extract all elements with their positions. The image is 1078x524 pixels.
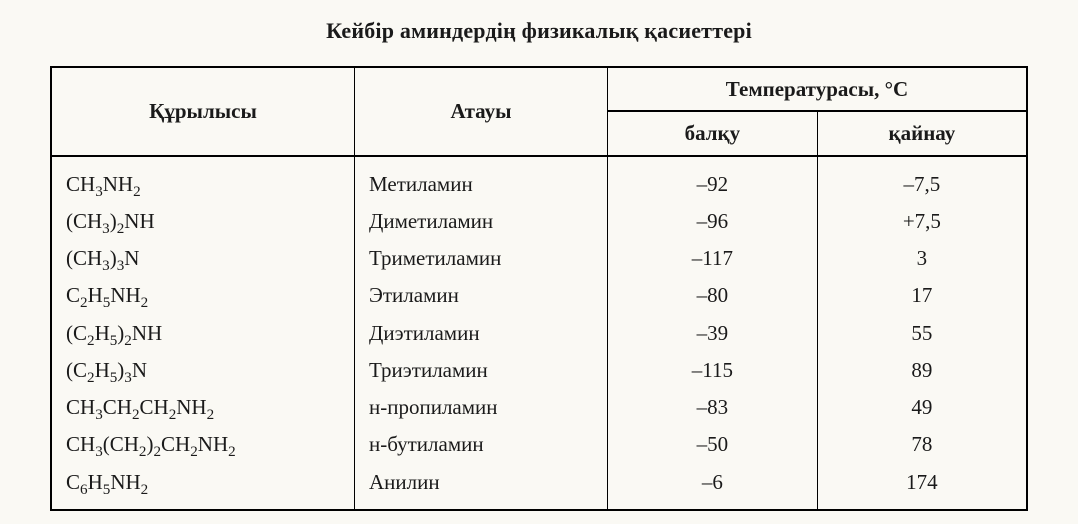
cell-structure: C2H5NH2	[51, 277, 355, 314]
table-row: CH3(CH2)2CH2NH2н-бутиламин–5078	[51, 426, 1027, 463]
table-row: (C2H5)2NHДиэтиламин–3955	[51, 314, 1027, 351]
page-title: Кейбір аминдердің физикалық қасиеттері	[50, 18, 1028, 44]
amines-table-body: CH3NH2Метиламин–92–7,5(CH3)2NHДиметилами…	[51, 156, 1027, 510]
cell-melting: –6	[608, 463, 818, 510]
cell-melting: –83	[608, 389, 818, 426]
table-row: (C2H5)3NТриэтиламин–11589	[51, 351, 1027, 388]
cell-name: н-бутиламин	[355, 426, 608, 463]
cell-name: Анилин	[355, 463, 608, 510]
table-row: C2H5NH2Этиламин–8017	[51, 277, 1027, 314]
cell-structure: CH3CH2CH2NH2	[51, 389, 355, 426]
amines-table: Құрылысы Атауы Температурасы, °C балқу қ…	[50, 66, 1028, 511]
cell-structure: (C2H5)3N	[51, 351, 355, 388]
cell-name: Диметиламин	[355, 202, 608, 239]
table-row: CH3NH2Метиламин–92–7,5	[51, 156, 1027, 203]
cell-name: Триметиламин	[355, 240, 608, 277]
cell-structure: (CH3)3N	[51, 240, 355, 277]
table-row: (CH3)2NHДиметиламин–96+7,5	[51, 202, 1027, 239]
cell-structure: CH3(CH2)2CH2NH2	[51, 426, 355, 463]
cell-melting: –39	[608, 314, 818, 351]
cell-structure: (C2H5)2NH	[51, 314, 355, 351]
column-header-boiling: қайнау	[817, 111, 1027, 155]
cell-boiling: –7,5	[817, 156, 1027, 203]
column-header-structure: Құрылысы	[51, 67, 355, 156]
cell-name: н-пропиламин	[355, 389, 608, 426]
cell-boiling: 17	[817, 277, 1027, 314]
cell-boiling: 55	[817, 314, 1027, 351]
cell-melting: –96	[608, 202, 818, 239]
cell-name: Метиламин	[355, 156, 608, 203]
cell-melting: –50	[608, 426, 818, 463]
cell-structure: (CH3)2NH	[51, 202, 355, 239]
cell-melting: –80	[608, 277, 818, 314]
cell-name: Триэтиламин	[355, 351, 608, 388]
cell-melting: –115	[608, 351, 818, 388]
cell-boiling: 49	[817, 389, 1027, 426]
column-header-melting: балқу	[608, 111, 818, 155]
cell-melting: –117	[608, 240, 818, 277]
table-row: CH3CH2CH2NH2н-пропиламин–8349	[51, 389, 1027, 426]
cell-boiling: +7,5	[817, 202, 1027, 239]
cell-structure: C6H5NH2	[51, 463, 355, 510]
column-header-name: Атауы	[355, 67, 608, 156]
cell-melting: –92	[608, 156, 818, 203]
cell-name: Диэтиламин	[355, 314, 608, 351]
cell-structure: CH3NH2	[51, 156, 355, 203]
cell-boiling: 78	[817, 426, 1027, 463]
cell-boiling: 3	[817, 240, 1027, 277]
table-row: C6H5NH2Анилин–6174	[51, 463, 1027, 510]
cell-boiling: 89	[817, 351, 1027, 388]
column-header-temperature-group: Температурасы, °C	[608, 67, 1028, 111]
table-row: (CH3)3NТриметиламин–1173	[51, 240, 1027, 277]
cell-name: Этиламин	[355, 277, 608, 314]
cell-boiling: 174	[817, 463, 1027, 510]
